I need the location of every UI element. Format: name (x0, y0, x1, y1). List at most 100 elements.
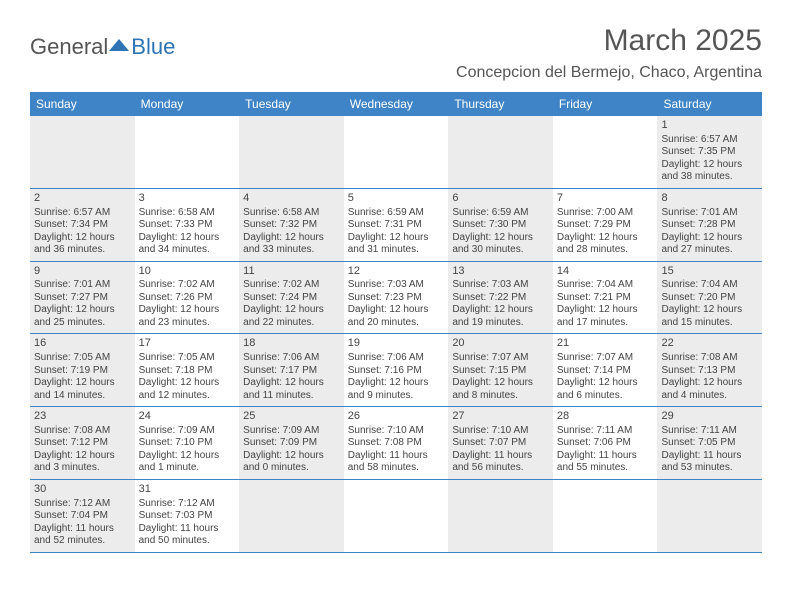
day-number: 12 (348, 265, 445, 279)
sunset-text: Sunset: 7:19 PM (34, 365, 131, 378)
weekday-wednesday: Wednesday (344, 92, 449, 116)
sunrise-text: Sunrise: 6:58 AM (243, 207, 340, 220)
sunset-text: Sunset: 7:18 PM (139, 365, 236, 378)
day-number: 14 (557, 265, 654, 279)
sunrise-text: Sunrise: 7:08 AM (34, 425, 131, 438)
daylight2-text: and 11 minutes. (243, 390, 340, 403)
day-cell: 26Sunrise: 7:10 AMSunset: 7:08 PMDayligh… (344, 407, 449, 479)
daylight2-text: and 25 minutes. (34, 317, 131, 330)
header-row: GeneralBlue March 2025 Concepcion del Be… (30, 24, 762, 82)
day-number: 26 (348, 410, 445, 424)
sunrise-text: Sunrise: 7:08 AM (661, 352, 758, 365)
daylight2-text: and 52 minutes. (34, 535, 131, 548)
daylight1-text: Daylight: 12 hours (452, 232, 549, 245)
day-cell: 9Sunrise: 7:01 AMSunset: 7:27 PMDaylight… (30, 262, 135, 334)
day-number: 18 (243, 337, 340, 351)
weekday-thursday: Thursday (448, 92, 553, 116)
week-row: 2Sunrise: 6:57 AMSunset: 7:34 PMDaylight… (30, 189, 762, 262)
sunrise-text: Sunrise: 7:04 AM (557, 279, 654, 292)
daylight2-text: and 30 minutes. (452, 244, 549, 257)
daylight2-text: and 55 minutes. (557, 462, 654, 475)
day-number: 10 (139, 265, 236, 279)
sunset-text: Sunset: 7:22 PM (452, 292, 549, 305)
daylight2-text: and 9 minutes. (348, 390, 445, 403)
day-cell (239, 480, 344, 552)
daylight1-text: Daylight: 11 hours (557, 450, 654, 463)
daylight1-text: Daylight: 12 hours (34, 232, 131, 245)
logo-triangle-icon (109, 37, 129, 51)
day-cell: 11Sunrise: 7:02 AMSunset: 7:24 PMDayligh… (239, 262, 344, 334)
day-cell: 12Sunrise: 7:03 AMSunset: 7:23 PMDayligh… (344, 262, 449, 334)
sunrise-text: Sunrise: 7:07 AM (557, 352, 654, 365)
daylight1-text: Daylight: 12 hours (243, 377, 340, 390)
daylight1-text: Daylight: 12 hours (139, 377, 236, 390)
daylight1-text: Daylight: 12 hours (243, 450, 340, 463)
daylight2-text: and 58 minutes. (348, 462, 445, 475)
sunset-text: Sunset: 7:30 PM (452, 219, 549, 232)
day-cell: 25Sunrise: 7:09 AMSunset: 7:09 PMDayligh… (239, 407, 344, 479)
week-row: 30Sunrise: 7:12 AMSunset: 7:04 PMDayligh… (30, 480, 762, 553)
month-title: March 2025 (456, 24, 762, 58)
daylight1-text: Daylight: 12 hours (661, 159, 758, 172)
sunrise-text: Sunrise: 7:05 AM (139, 352, 236, 365)
day-cell: 14Sunrise: 7:04 AMSunset: 7:21 PMDayligh… (553, 262, 658, 334)
sunset-text: Sunset: 7:07 PM (452, 437, 549, 450)
sunrise-text: Sunrise: 7:02 AM (243, 279, 340, 292)
day-cell: 3Sunrise: 6:58 AMSunset: 7:33 PMDaylight… (135, 189, 240, 261)
week-row: 1Sunrise: 6:57 AMSunset: 7:35 PMDaylight… (30, 116, 762, 189)
day-number: 1 (661, 119, 758, 133)
daylight1-text: Daylight: 12 hours (139, 232, 236, 245)
daylight1-text: Daylight: 12 hours (34, 377, 131, 390)
weekday-saturday: Saturday (657, 92, 762, 116)
sunrise-text: Sunrise: 7:04 AM (661, 279, 758, 292)
daylight2-text: and 3 minutes. (34, 462, 131, 475)
daylight1-text: Daylight: 12 hours (557, 304, 654, 317)
sunset-text: Sunset: 7:21 PM (557, 292, 654, 305)
daylight2-text: and 34 minutes. (139, 244, 236, 257)
sunrise-text: Sunrise: 7:07 AM (452, 352, 549, 365)
daylight1-text: Daylight: 12 hours (661, 232, 758, 245)
daylight1-text: Daylight: 12 hours (661, 304, 758, 317)
sunrise-text: Sunrise: 7:10 AM (452, 425, 549, 438)
daylight2-text: and 36 minutes. (34, 244, 131, 257)
day-number: 21 (557, 337, 654, 351)
weekday-friday: Friday (553, 92, 658, 116)
sunrise-text: Sunrise: 7:02 AM (139, 279, 236, 292)
brand-logo: GeneralBlue (30, 34, 175, 60)
day-cell: 17Sunrise: 7:05 AMSunset: 7:18 PMDayligh… (135, 334, 240, 406)
daylight1-text: Daylight: 12 hours (452, 377, 549, 390)
sunrise-text: Sunrise: 7:01 AM (34, 279, 131, 292)
day-cell: 22Sunrise: 7:08 AMSunset: 7:13 PMDayligh… (657, 334, 762, 406)
day-number: 25 (243, 410, 340, 424)
day-cell (344, 480, 449, 552)
sunset-text: Sunset: 7:08 PM (348, 437, 445, 450)
daylight2-text: and 56 minutes. (452, 462, 549, 475)
sunset-text: Sunset: 7:05 PM (661, 437, 758, 450)
day-cell: 18Sunrise: 7:06 AMSunset: 7:17 PMDayligh… (239, 334, 344, 406)
daylight2-text: and 53 minutes. (661, 462, 758, 475)
daylight1-text: Daylight: 11 hours (348, 450, 445, 463)
day-number: 13 (452, 265, 549, 279)
sunset-text: Sunset: 7:28 PM (661, 219, 758, 232)
sunset-text: Sunset: 7:15 PM (452, 365, 549, 378)
daylight2-text: and 1 minute. (139, 462, 236, 475)
day-cell (553, 116, 658, 188)
day-cell (135, 116, 240, 188)
sunrise-text: Sunrise: 7:06 AM (348, 352, 445, 365)
sunset-text: Sunset: 7:12 PM (34, 437, 131, 450)
sunset-text: Sunset: 7:34 PM (34, 219, 131, 232)
day-number: 4 (243, 192, 340, 206)
daylight2-text: and 31 minutes. (348, 244, 445, 257)
day-cell: 7Sunrise: 7:00 AMSunset: 7:29 PMDaylight… (553, 189, 658, 261)
week-row: 9Sunrise: 7:01 AMSunset: 7:27 PMDaylight… (30, 262, 762, 335)
day-cell: 24Sunrise: 7:09 AMSunset: 7:10 PMDayligh… (135, 407, 240, 479)
sunset-text: Sunset: 7:23 PM (348, 292, 445, 305)
daylight1-text: Daylight: 11 hours (452, 450, 549, 463)
day-number: 24 (139, 410, 236, 424)
daylight2-text: and 23 minutes. (139, 317, 236, 330)
daylight2-text: and 38 minutes. (661, 171, 758, 184)
sunset-text: Sunset: 7:24 PM (243, 292, 340, 305)
calendar-page: GeneralBlue March 2025 Concepcion del Be… (0, 0, 792, 553)
sunset-text: Sunset: 7:17 PM (243, 365, 340, 378)
day-number: 15 (661, 265, 758, 279)
